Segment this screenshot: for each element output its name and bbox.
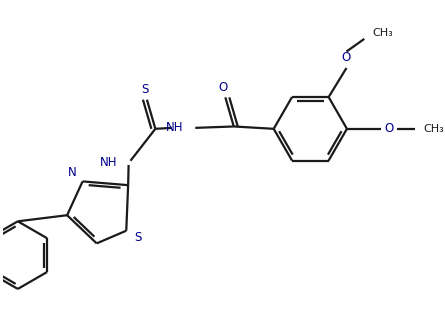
- Text: N: N: [68, 166, 77, 179]
- Text: NH: NH: [166, 121, 183, 134]
- Text: O: O: [384, 122, 394, 135]
- Text: CH₃: CH₃: [372, 28, 393, 38]
- Text: S: S: [142, 83, 149, 96]
- Text: CH₃: CH₃: [423, 124, 444, 134]
- Text: NH: NH: [100, 156, 118, 169]
- Text: S: S: [134, 231, 142, 244]
- Text: O: O: [342, 51, 351, 64]
- Text: O: O: [219, 81, 228, 93]
